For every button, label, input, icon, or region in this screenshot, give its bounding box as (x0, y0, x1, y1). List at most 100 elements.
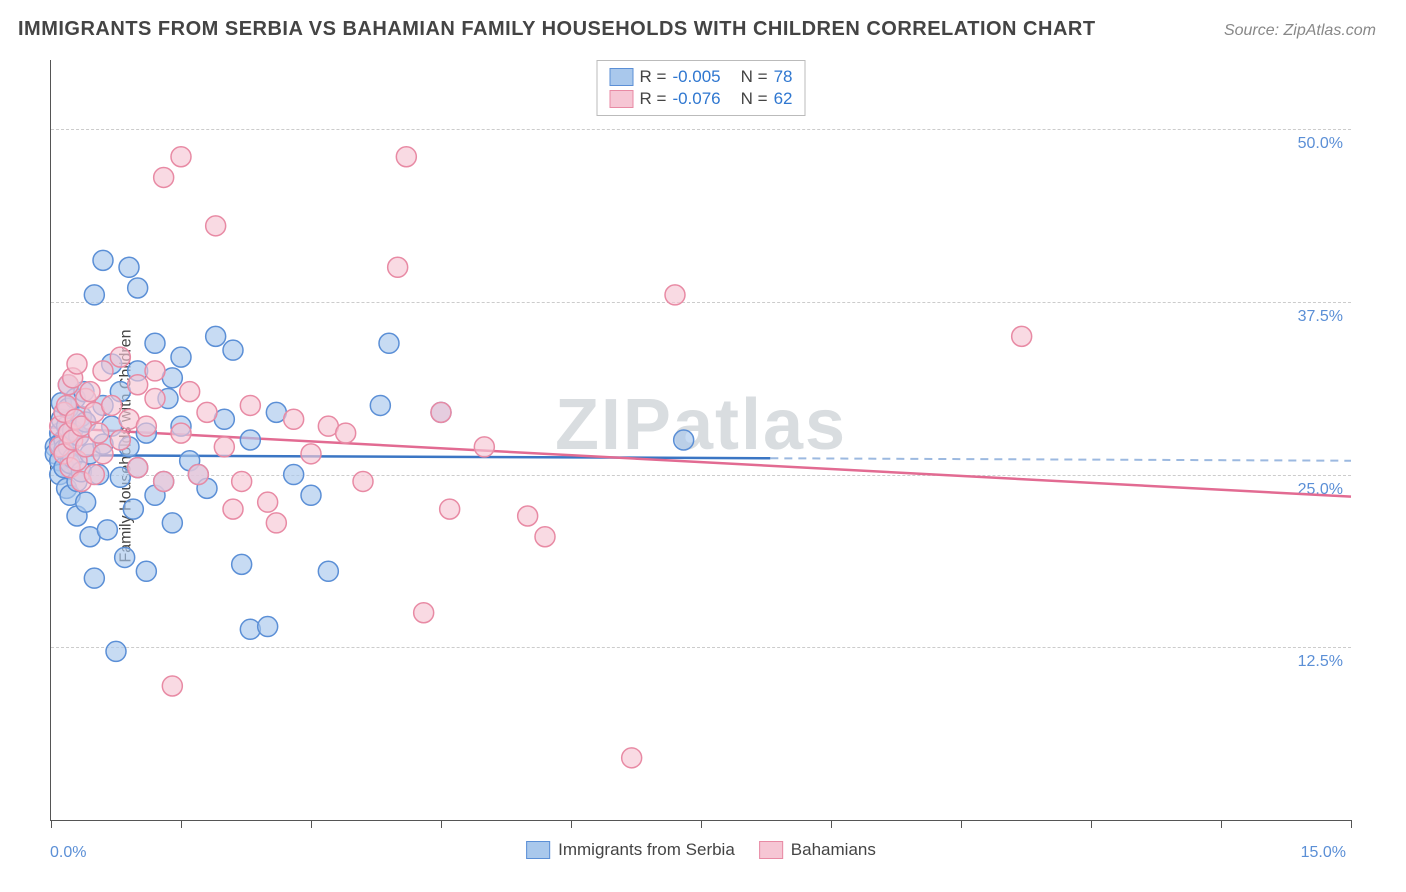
data-point (214, 437, 234, 457)
data-point (102, 395, 122, 415)
data-point (80, 382, 100, 402)
x-tick (441, 820, 442, 828)
x-axis-left-label: 0.0% (50, 844, 86, 862)
data-point (162, 513, 182, 533)
data-point (76, 492, 96, 512)
legend-swatch-bahamians (759, 841, 783, 859)
data-point (145, 333, 165, 353)
legend-swatch-bahamians (610, 90, 634, 108)
data-point (145, 361, 165, 381)
n-value-bahamians: 62 (774, 89, 793, 109)
x-tick (961, 820, 962, 828)
data-point (84, 465, 104, 485)
data-point (123, 499, 143, 519)
data-point (110, 347, 130, 367)
data-point (171, 423, 191, 443)
data-point (336, 423, 356, 443)
data-point (258, 492, 278, 512)
x-tick (1351, 820, 1352, 828)
data-point (622, 748, 642, 768)
data-point (232, 554, 252, 574)
n-value-serbia: 78 (774, 67, 793, 87)
data-point (154, 167, 174, 187)
series-legend: Immigrants from Serbia Bahamians (526, 840, 876, 860)
data-point (106, 641, 126, 661)
data-point (414, 603, 434, 623)
legend-swatch-serbia (610, 68, 634, 86)
legend-label-bahamians: Bahamians (791, 840, 876, 860)
legend-label-serbia: Immigrants from Serbia (558, 840, 735, 860)
data-point (93, 361, 113, 381)
legend-item-serbia: Immigrants from Serbia (526, 840, 735, 860)
data-point (93, 250, 113, 270)
n-label: N = (741, 67, 768, 87)
x-tick (51, 820, 52, 828)
r-value-serbia: -0.005 (672, 67, 720, 87)
data-point (162, 676, 182, 696)
legend-row-serbia: R = -0.005 N = 78 (610, 67, 793, 87)
legend-swatch-serbia (526, 841, 550, 859)
data-point (440, 499, 460, 519)
data-point (115, 547, 135, 567)
chart-title: IMMIGRANTS FROM SERBIA VS BAHAMIAN FAMIL… (18, 18, 1096, 41)
chart-container: IMMIGRANTS FROM SERBIA VS BAHAMIAN FAMIL… (0, 0, 1406, 892)
data-point (258, 617, 278, 637)
data-point (379, 333, 399, 353)
r-value-bahamians: -0.076 (672, 89, 720, 109)
data-point (266, 513, 286, 533)
data-point (240, 395, 260, 415)
data-point (171, 147, 191, 167)
r-label: R = (640, 89, 667, 109)
data-point (145, 389, 165, 409)
x-tick (181, 820, 182, 828)
data-point (301, 485, 321, 505)
x-tick (701, 820, 702, 828)
data-point (284, 409, 304, 429)
n-label: N = (741, 89, 768, 109)
data-point (188, 465, 208, 485)
data-point (665, 285, 685, 305)
data-point (674, 430, 694, 450)
data-point (353, 471, 373, 491)
r-label: R = (640, 67, 667, 87)
data-point (97, 520, 117, 540)
data-point (1012, 326, 1032, 346)
x-tick (831, 820, 832, 828)
data-point (284, 465, 304, 485)
data-point (370, 395, 390, 415)
data-point (89, 423, 109, 443)
data-point (388, 257, 408, 277)
x-tick (1091, 820, 1092, 828)
data-point (197, 402, 217, 422)
data-point (119, 257, 139, 277)
x-tick (571, 820, 572, 828)
data-point (431, 402, 451, 422)
data-point (84, 285, 104, 305)
data-point (474, 437, 494, 457)
data-point (518, 506, 538, 526)
correlation-legend: R = -0.005 N = 78 R = -0.076 N = 62 (597, 60, 806, 116)
x-axis-right-label: 15.0% (1301, 844, 1346, 862)
data-point (396, 147, 416, 167)
data-point (535, 527, 555, 547)
data-point (240, 430, 260, 450)
data-point (171, 347, 191, 367)
data-point (301, 444, 321, 464)
x-tick (1221, 820, 1222, 828)
data-point (206, 216, 226, 236)
data-point (128, 458, 148, 478)
data-point (232, 471, 252, 491)
data-point (136, 416, 156, 436)
legend-row-bahamians: R = -0.076 N = 62 (610, 89, 793, 109)
data-point (223, 499, 243, 519)
x-tick (311, 820, 312, 828)
data-point (136, 561, 156, 581)
data-point (93, 444, 113, 464)
data-point (154, 471, 174, 491)
plot-area: ZIPatlas R = -0.005 N = 78 R = -0.076 N … (50, 60, 1351, 821)
data-point (128, 278, 148, 298)
data-point (180, 382, 200, 402)
data-point (128, 375, 148, 395)
legend-item-bahamians: Bahamians (759, 840, 876, 860)
data-point (206, 326, 226, 346)
